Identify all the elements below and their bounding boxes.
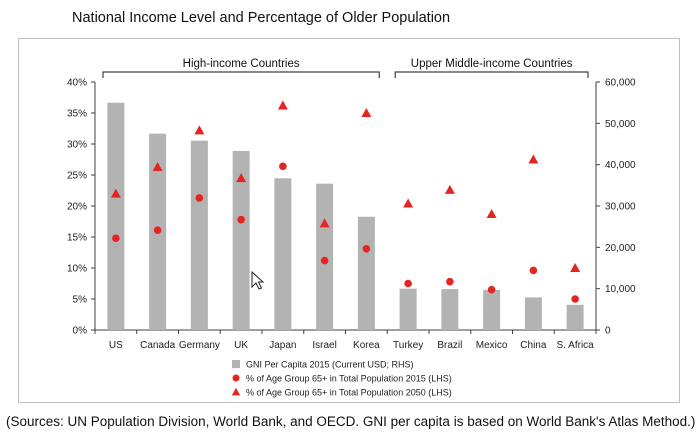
left-tick-label: 10%: [67, 264, 87, 275]
chart-title: National Income Level and Percentage of …: [72, 10, 451, 26]
right-tick-label: 40,000: [605, 160, 636, 171]
left-tick-label: 30%: [67, 140, 87, 151]
pop65-2015-point: [320, 256, 329, 265]
legend-label: % of Age Group 65+ in Total Population 2…: [246, 388, 452, 398]
left-tick-label: 0%: [73, 326, 88, 337]
pop65-2015-point: [237, 215, 245, 224]
right-tick-label: 50,000: [605, 119, 636, 130]
left-tick-label: 15%: [67, 233, 87, 244]
pop65-2050-point: [152, 161, 163, 171]
left-tick-label: 5%: [73, 295, 88, 306]
x-tick-label: Brazil: [437, 340, 462, 351]
pop65-2015-point: [112, 234, 120, 243]
right-tick-label: 20,000: [605, 243, 636, 254]
pop65-2050-point: [361, 108, 372, 117]
group-bracket: [394, 71, 589, 78]
pop65-2015-point: [153, 226, 162, 234]
gni-bar: [107, 102, 125, 331]
x-tick-label: UK: [234, 340, 248, 351]
pop65-2015-point: [487, 285, 496, 294]
pop65-2050-point: [528, 154, 539, 164]
gni-bar: [566, 304, 584, 330]
legend-circle-swatch: [232, 374, 240, 382]
legend-bar-swatch: [232, 360, 240, 368]
x-tick-label: Turkey: [393, 340, 423, 351]
x-tick-label: S. Africa: [557, 340, 595, 351]
x-tick-label: Germany: [179, 340, 220, 351]
left-tick-label: 40%: [67, 78, 87, 89]
pop65-2050-point: [110, 188, 121, 198]
group-label: High-income Countries: [183, 58, 300, 70]
mouse-pointer-icon: [251, 270, 265, 290]
x-tick-label: Japan: [269, 340, 296, 351]
left-tick-label: 25%: [67, 171, 87, 182]
gni-bar: [232, 151, 250, 330]
right-tick-label: 60,000: [605, 78, 636, 89]
pop65-2015-point: [404, 279, 412, 288]
right-tick-label: 30,000: [605, 202, 636, 213]
left-tick-label: 20%: [67, 202, 87, 213]
right-tick-label: 0: [605, 326, 611, 337]
x-tick-label: Mexico: [476, 340, 508, 351]
group-bracket: [102, 71, 380, 78]
pop65-2050-point: [236, 173, 247, 183]
gni-bar: [274, 178, 292, 330]
pop65-2015-point: [571, 295, 579, 303]
x-tick-label: Israel: [312, 340, 336, 351]
pop65-2015-point: [362, 244, 371, 253]
x-tick-label: China: [520, 340, 547, 351]
pop65-2050-point: [319, 218, 330, 228]
gni-bar: [483, 289, 501, 330]
pop65-2050-point: [403, 198, 414, 208]
gni-bar: [524, 297, 542, 330]
legend-triangle-swatch: [231, 387, 241, 396]
pop65-2050-point: [194, 125, 205, 135]
pop65-2015-point: [279, 162, 287, 171]
right-tick-label: 10,000: [605, 284, 636, 295]
left-tick-label: 35%: [67, 109, 87, 120]
gni-bar: [357, 216, 375, 330]
source-note: (Sources: UN Population Division, World …: [6, 414, 696, 429]
pop65-2015-point: [195, 194, 204, 202]
pop65-2050-point: [486, 209, 497, 219]
pop65-2050-point: [444, 184, 455, 194]
x-tick-label: Korea: [353, 340, 380, 351]
x-tick-label: Canada: [140, 340, 175, 351]
gni-bar: [399, 288, 417, 330]
pop65-2050-point: [570, 263, 581, 272]
pop65-2050-point: [277, 100, 288, 110]
gni-bar: [441, 289, 459, 330]
group-label: Upper Middle-income Countries: [411, 58, 573, 70]
gni-bar: [190, 140, 208, 330]
pop65-2015-point: [529, 266, 538, 275]
x-tick-label: US: [109, 340, 123, 351]
legend-label: % of Age Group 65+ in Total Population 2…: [246, 374, 452, 384]
chart-frame: [18, 38, 680, 403]
legend-label: GNI Per Capita 2015 (Current USD; RHS): [246, 360, 414, 370]
pop65-2015-point: [446, 277, 454, 286]
